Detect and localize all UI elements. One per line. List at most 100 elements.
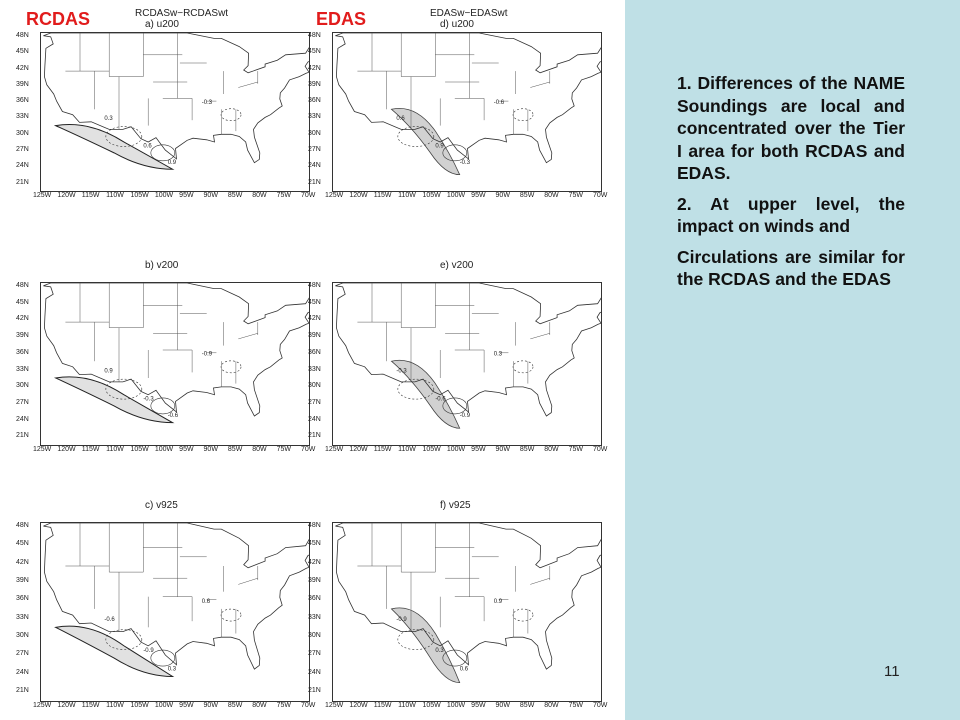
lat-tick-label: 24N bbox=[16, 162, 29, 170]
lat-tick-label: 30N bbox=[308, 382, 321, 390]
lon-tick-label: 100W bbox=[446, 702, 466, 709]
lat-tick-label: 36N bbox=[16, 348, 29, 356]
lon-tick-label: 115W bbox=[373, 702, 392, 709]
lon-tick-label: 115W bbox=[373, 192, 392, 199]
lon-tick-label: 105W bbox=[422, 702, 441, 709]
lat-tick-label: 48N bbox=[16, 32, 29, 39]
state-border bbox=[530, 333, 550, 340]
state-border bbox=[108, 283, 144, 328]
contour-region bbox=[53, 376, 175, 424]
contour-label: 0.3 bbox=[104, 116, 113, 122]
lon-tick-label: 100W bbox=[154, 446, 174, 453]
panel-label: d) u200 bbox=[440, 19, 474, 30]
lon-tick-label: 125W bbox=[33, 702, 52, 709]
us-outline bbox=[43, 33, 309, 164]
lon-tick-label: 85W bbox=[227, 446, 243, 453]
lon-tick-label: 120W bbox=[57, 446, 76, 453]
contour-region bbox=[54, 625, 175, 677]
lat-tick-label: 48N bbox=[16, 282, 29, 289]
page-number: 11 bbox=[884, 663, 900, 680]
lon-tick-label: 125W bbox=[325, 446, 344, 453]
contour-line bbox=[442, 649, 468, 667]
lat-tick-label: 27N bbox=[16, 398, 29, 406]
contour-line bbox=[105, 378, 143, 400]
lon-tick-label: 85W bbox=[519, 192, 535, 199]
map-panel-5: c) v925 -0.6 -0.9 0.3 0.6 48N 45N 42N 39N 36N 33N 3… bbox=[10, 498, 315, 713]
lat-tick-label: 45N bbox=[16, 540, 29, 548]
contour-label: 0.6 bbox=[460, 666, 469, 672]
map-frame: 0.9 -0.3 -0.6 -0.9 bbox=[40, 282, 310, 446]
lat-tick-label: 39N bbox=[16, 80, 29, 88]
lat-tick-label: 24N bbox=[16, 668, 29, 676]
header-edas: EDAS bbox=[316, 9, 367, 29]
lat-tick-label: 48N bbox=[308, 32, 321, 39]
shaded-region bbox=[390, 359, 461, 429]
lat-tick-label: 24N bbox=[308, 415, 321, 423]
lat-tick-label: 39N bbox=[308, 577, 321, 585]
lon-tick-label: 90W bbox=[203, 702, 218, 709]
lon-tick-label: 105W bbox=[422, 192, 441, 199]
lon-tick-label: 110W bbox=[398, 192, 416, 199]
contour-label: -0.6 bbox=[104, 617, 115, 623]
contour-label: 0.9 bbox=[104, 368, 113, 374]
contour-line bbox=[150, 397, 176, 415]
contour-label: 0.6 bbox=[143, 143, 152, 149]
contour-line bbox=[105, 629, 143, 650]
lon-tick-label: 90W bbox=[203, 192, 218, 199]
lon-tick-label: 75W bbox=[276, 446, 292, 453]
lon-tick-label: 85W bbox=[227, 702, 243, 709]
lat-tick-label: 30N bbox=[16, 382, 29, 390]
lon-tick-label: 90W bbox=[203, 446, 218, 453]
contour-line bbox=[442, 397, 468, 415]
lat-tick-label: 45N bbox=[16, 48, 29, 56]
contour-region bbox=[53, 124, 175, 170]
lon-tick-label: 105W bbox=[130, 702, 149, 709]
map-panel-2: EDASw−EDASwt d) u200 0.6 0.9 -0.3 -0.6 48N 45N 4… bbox=[302, 8, 607, 223]
panel-label: c) v925 bbox=[145, 500, 178, 511]
map-frame: -0.6 -0.9 0.3 0.6 bbox=[40, 522, 310, 702]
lon-tick-label: 85W bbox=[227, 192, 243, 199]
lat-tick-label: 36N bbox=[308, 97, 321, 105]
lat-tick-label: 21N bbox=[308, 687, 321, 695]
shaded-region bbox=[390, 607, 461, 683]
lon-tick-label: 125W bbox=[325, 192, 344, 199]
lat-tick-label: 33N bbox=[308, 613, 321, 621]
contour-label: -0.9 bbox=[396, 617, 407, 623]
lon-tick-label: 115W bbox=[81, 702, 100, 709]
contour-label: -0.9 bbox=[202, 352, 213, 358]
contour-line bbox=[397, 126, 435, 147]
lat-tick-label: 24N bbox=[308, 668, 321, 676]
contour-label: 0.3 bbox=[435, 648, 444, 654]
contour-label: -0.3 bbox=[143, 396, 154, 402]
lon-tick-label: 115W bbox=[81, 446, 100, 453]
lat-tick-label: 48N bbox=[308, 522, 321, 529]
contour-label: 0.3 bbox=[494, 352, 503, 358]
contour-line bbox=[150, 649, 176, 667]
lon-tick-label: 100W bbox=[154, 702, 174, 709]
lat-tick-label: 48N bbox=[16, 522, 29, 529]
lat-tick-label: 33N bbox=[16, 613, 29, 621]
panel-series-title: EDASw−EDASwt bbox=[430, 8, 508, 19]
lon-tick-label: 100W bbox=[446, 446, 466, 453]
contour-label: -0.9 bbox=[460, 413, 471, 419]
state-border bbox=[238, 577, 258, 585]
lat-tick-label: 21N bbox=[308, 178, 321, 186]
lon-tick-label: 95W bbox=[179, 192, 194, 199]
lat-tick-label: 30N bbox=[16, 632, 29, 640]
side-panel bbox=[625, 0, 960, 720]
state-border bbox=[108, 33, 144, 77]
map-svg: -0.3 -0.6 -0.9 0.3 bbox=[335, 283, 601, 429]
state-border bbox=[238, 333, 258, 340]
lon-tick-label: 90W bbox=[495, 446, 510, 453]
summary-text: 1. Differences of the NAME Soundings are… bbox=[677, 72, 905, 299]
contour-label: 0.9 bbox=[494, 599, 503, 605]
lon-tick-label: 125W bbox=[325, 702, 344, 709]
lat-tick-label: 27N bbox=[308, 650, 321, 658]
header-rcdas: RCDAS bbox=[26, 9, 91, 29]
lon-tick-label: 110W bbox=[106, 192, 124, 199]
lat-tick-label: 30N bbox=[308, 632, 321, 640]
lon-tick-label: 70W bbox=[301, 192, 316, 199]
state-border bbox=[530, 577, 550, 585]
lat-tick-label: 33N bbox=[308, 365, 321, 373]
panel-label: f) v925 bbox=[440, 500, 471, 511]
